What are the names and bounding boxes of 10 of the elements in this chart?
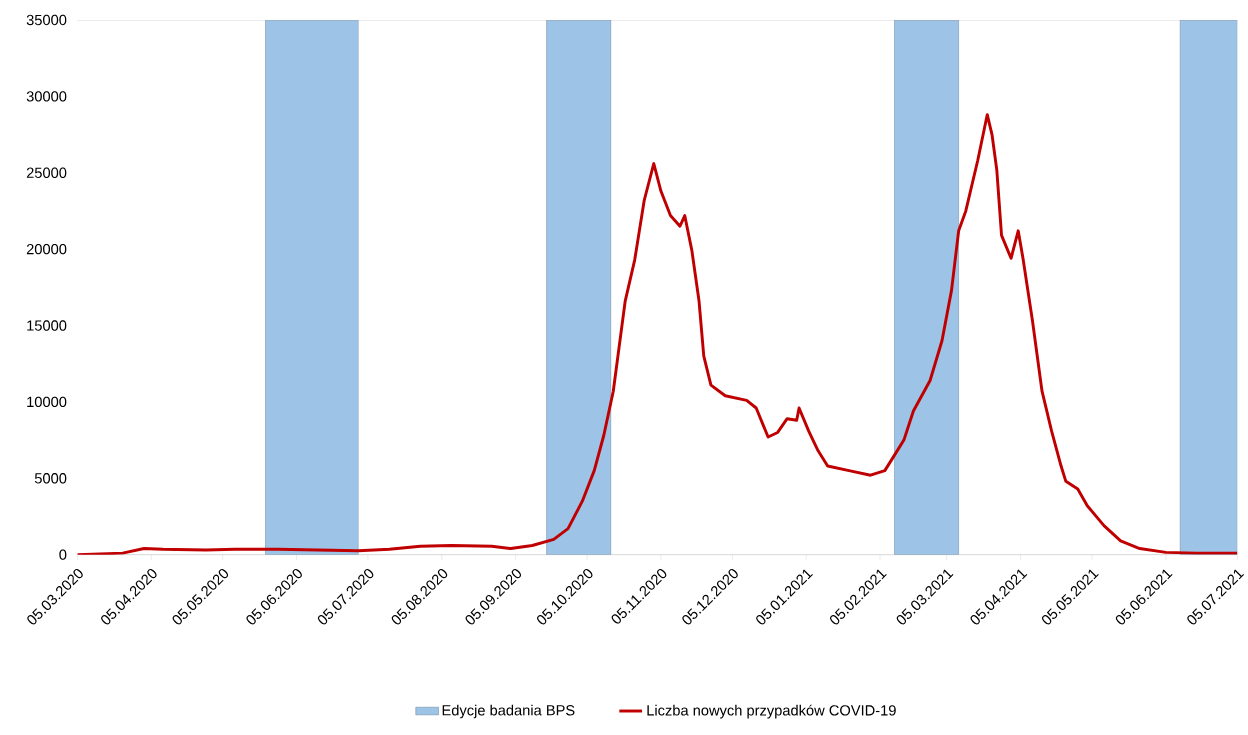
y-tick-label: 0 [59, 549, 67, 561]
y-tick-label: 30000 [26, 91, 67, 102]
y-tick-label: 10000 [27, 396, 67, 408]
y-tick-label: 5000 [34, 473, 67, 484]
legend-label: Edycje badania BPS [442, 704, 575, 719]
y-tick-label: 15000 [27, 320, 67, 331]
y-tick-label: 20000 [26, 244, 67, 255]
y-tick-label: 25000 [26, 167, 67, 179]
legend-label: Liczba nowych przypadków COVID-19 [647, 704, 896, 719]
y-tick-label: 35000 [26, 14, 67, 26]
